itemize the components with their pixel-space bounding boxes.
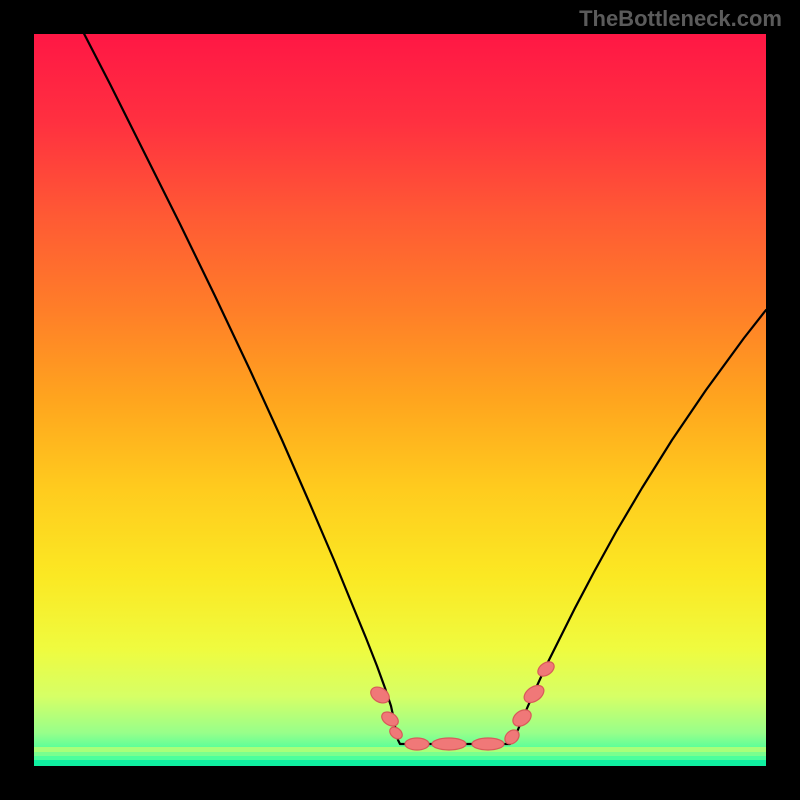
marker-dot <box>432 738 466 750</box>
gradient-background <box>34 34 766 766</box>
marker-dot <box>405 738 429 750</box>
bottleneck-chart <box>0 0 800 800</box>
watermark-text: TheBottleneck.com <box>579 6 782 32</box>
stripe <box>34 760 766 766</box>
bottom-stripes <box>34 747 766 766</box>
stripe <box>34 752 766 756</box>
marker-dot <box>472 738 504 750</box>
plot-area <box>34 22 766 766</box>
stripe <box>34 756 766 760</box>
stripe <box>34 747 766 752</box>
